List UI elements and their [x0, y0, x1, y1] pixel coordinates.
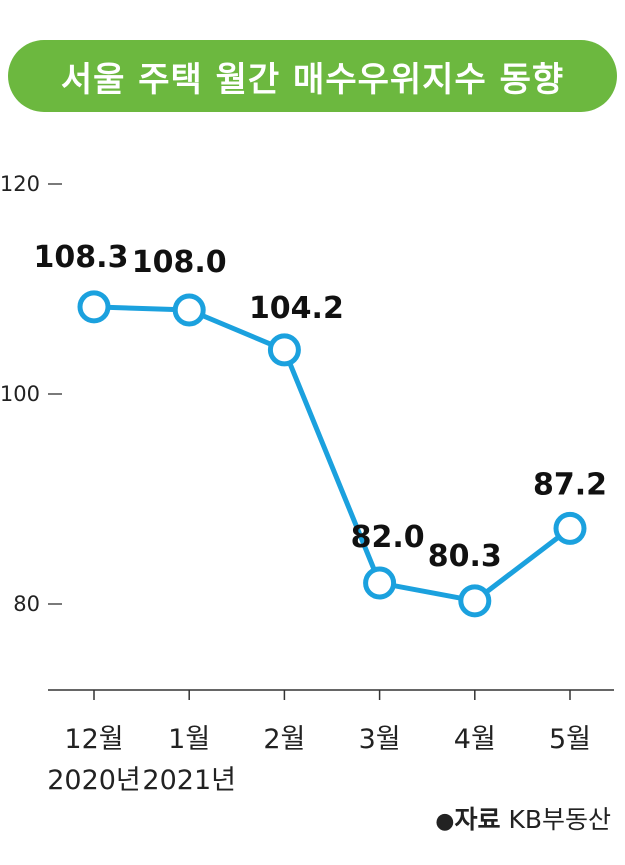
- y-tick-label: 80: [13, 592, 40, 616]
- x-tick-label: 4월: [454, 724, 496, 755]
- source-credit: ●자료 KB부동산: [435, 800, 611, 836]
- data-point: [363, 566, 397, 600]
- data-label: 87.2: [533, 467, 607, 502]
- x-tick-label: 2월: [263, 724, 305, 755]
- x-tick-sublabel: 2021년: [142, 765, 236, 796]
- bullet-icon: ●: [435, 809, 455, 834]
- chart-title: 서울 주택 월간 매수우위지수 동향: [60, 59, 565, 100]
- data-point: [267, 333, 301, 367]
- y-tick-label: 120: [0, 172, 40, 196]
- y-tick-label: 100: [0, 382, 40, 406]
- data-label: 104.2: [249, 291, 344, 326]
- x-tick-label: 12월: [64, 724, 123, 755]
- data-point: [77, 290, 111, 324]
- data-label: 108.0: [132, 245, 227, 280]
- x-tick-label: 5월: [549, 724, 591, 755]
- x-tick-label: 1월: [168, 724, 210, 755]
- data-point: [458, 584, 492, 618]
- data-label: 80.3: [428, 539, 502, 574]
- data-label: 108.3: [34, 240, 129, 275]
- title-banner: 서울 주택 월간 매수우위지수 동향: [8, 40, 617, 112]
- data-point: [553, 511, 587, 545]
- source-label: 자료: [454, 805, 501, 834]
- source-org: KB부동산: [508, 805, 611, 834]
- x-tick-label: 3월: [359, 724, 401, 755]
- data-point: [172, 293, 206, 327]
- data-label: 82.0: [351, 520, 425, 555]
- x-tick-sublabel: 2020년: [47, 765, 141, 796]
